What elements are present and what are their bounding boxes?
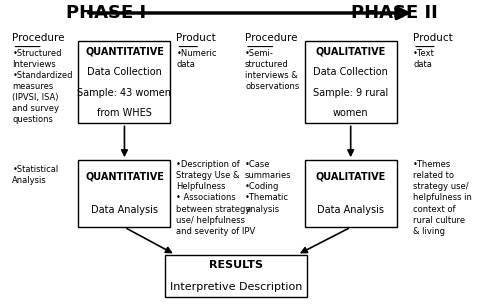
Text: QUALITATIVE: QUALITATIVE — [316, 172, 386, 182]
FancyBboxPatch shape — [78, 160, 170, 227]
Text: •Themes
related to
strategy use/
helpfulness in
context of
rural culture
& livin: •Themes related to strategy use/ helpful… — [413, 160, 472, 236]
Text: •Statistical
Analysis: •Statistical Analysis — [12, 165, 58, 185]
Text: •Case
summaries
•Coding
•Thematic
analysis: •Case summaries •Coding •Thematic analys… — [245, 160, 292, 213]
Text: •Numeric
data: •Numeric data — [176, 49, 217, 69]
Text: RESULTS: RESULTS — [210, 260, 264, 270]
Text: women: women — [333, 108, 368, 118]
Text: Data Collection: Data Collection — [314, 67, 388, 77]
FancyBboxPatch shape — [78, 41, 170, 124]
Text: Sample: 9 rural: Sample: 9 rural — [313, 87, 388, 98]
Text: •Text
data: •Text data — [413, 49, 435, 69]
Text: Data Analysis: Data Analysis — [317, 205, 384, 216]
Text: Product: Product — [413, 34, 453, 43]
Text: Data Analysis: Data Analysis — [91, 205, 158, 216]
Text: •Semi-
structured
interviews &
observations: •Semi- structured interviews & observati… — [245, 49, 300, 91]
Text: QUALITATIVE: QUALITATIVE — [316, 47, 386, 56]
Text: Sample: 43 women: Sample: 43 women — [78, 87, 172, 98]
Text: from WHES: from WHES — [97, 108, 152, 118]
Text: Product: Product — [176, 34, 216, 43]
Text: QUANTITATIVE: QUANTITATIVE — [85, 47, 164, 56]
Text: Interpretive Description: Interpretive Description — [170, 282, 302, 292]
Text: •Description of
Strategy Use &
Helpfulness
• Associations
between strategy
use/ : •Description of Strategy Use & Helpfulne… — [176, 160, 256, 236]
FancyBboxPatch shape — [304, 160, 396, 227]
Text: Data Collection: Data Collection — [87, 67, 162, 77]
Text: Procedure: Procedure — [245, 34, 298, 43]
Text: •Structured
Interviews
•Standardized
measures
(IPVSI, ISA)
and survey
questions: •Structured Interviews •Standardized mea… — [12, 49, 73, 124]
Text: PHASE I: PHASE I — [66, 4, 146, 22]
Text: Procedure: Procedure — [12, 34, 65, 43]
Text: QUANTITATIVE: QUANTITATIVE — [85, 172, 164, 182]
FancyBboxPatch shape — [304, 41, 396, 124]
FancyBboxPatch shape — [166, 255, 307, 298]
Text: PHASE II: PHASE II — [351, 4, 438, 22]
